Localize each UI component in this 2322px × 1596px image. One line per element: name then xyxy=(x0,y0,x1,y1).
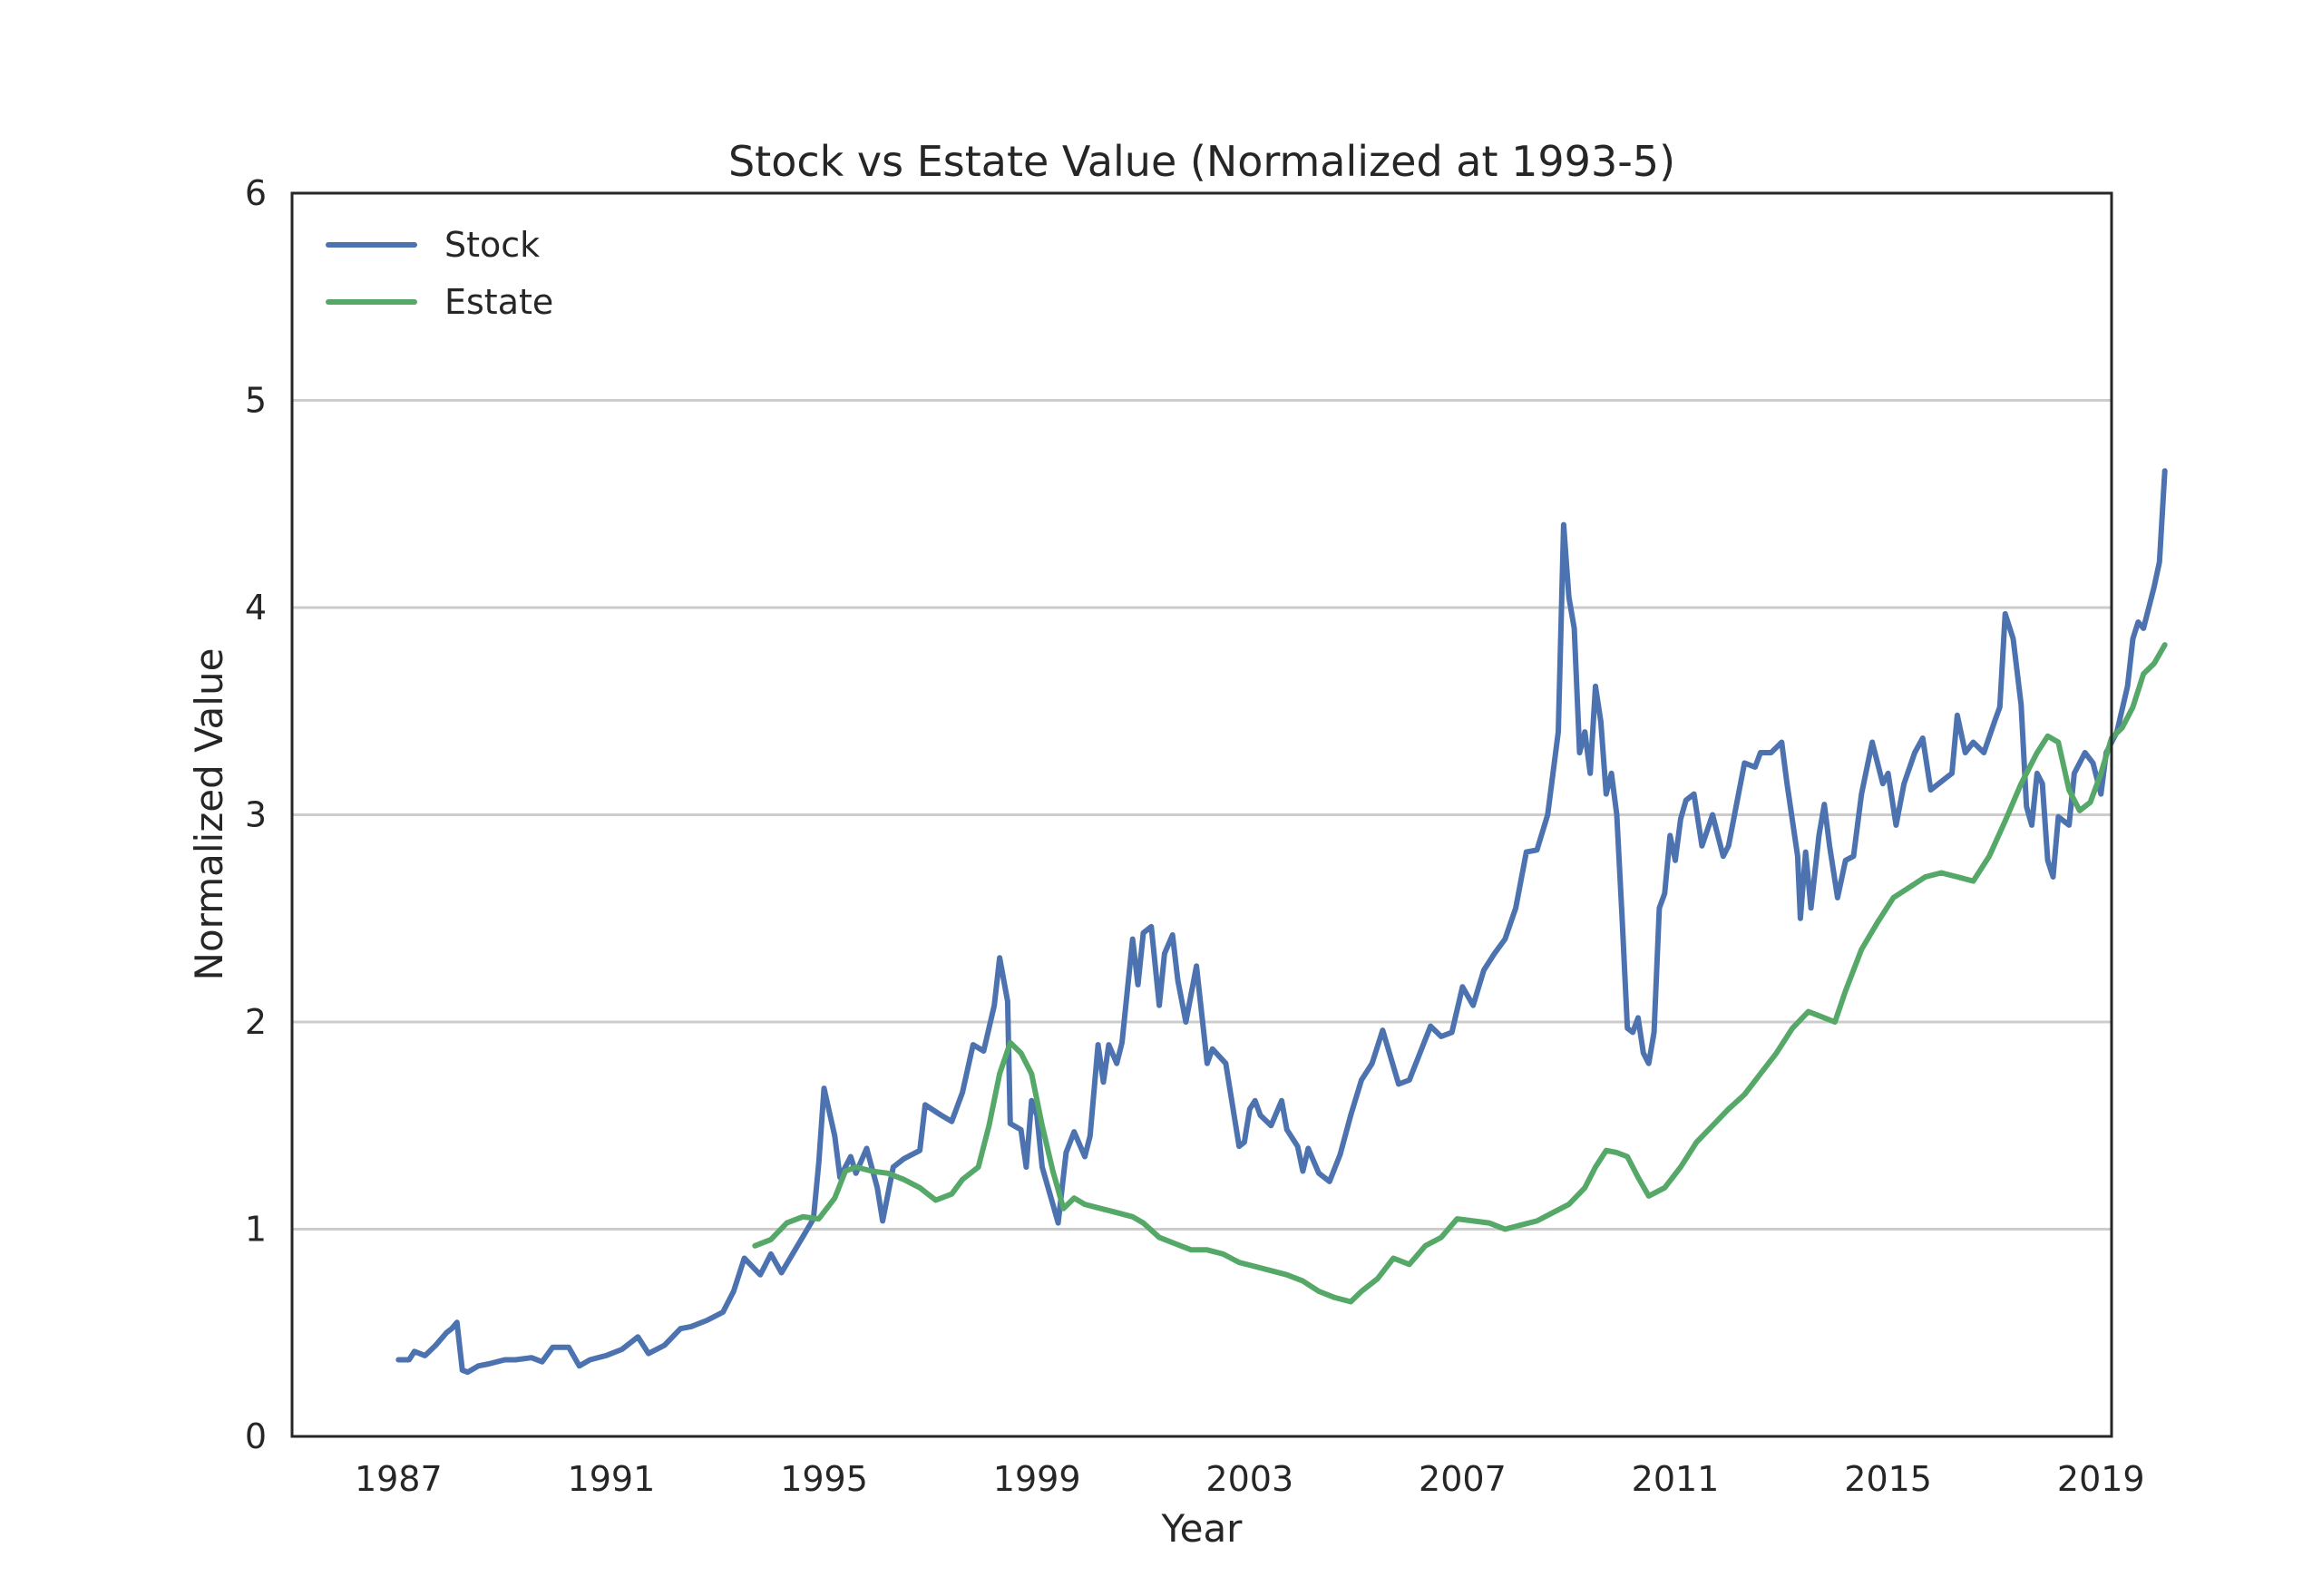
y-tick-label: 5 xyxy=(245,381,267,421)
legend: Stock Estate xyxy=(326,225,553,322)
x-tick-label: 2003 xyxy=(1205,1459,1293,1499)
x-tick-label: 2011 xyxy=(1632,1459,1720,1499)
y-tick-labels: 0 1 2 3 4 5 6 xyxy=(245,173,267,1456)
x-tick-label: 2015 xyxy=(1844,1459,1932,1499)
y-axis-label: Normalized Value xyxy=(187,648,231,981)
x-tick-labels: 1987 1991 1995 1999 2003 2007 2011 2015 2019 xyxy=(355,1459,2145,1499)
legend-label-estate: Estate xyxy=(444,282,553,322)
x-tick-label: 1991 xyxy=(568,1459,656,1499)
x-axis-label: Year xyxy=(1161,1506,1244,1551)
series-line-estate xyxy=(752,642,2168,1305)
series-line-stock xyxy=(395,468,2168,1376)
plot-frame xyxy=(290,191,2113,1438)
chart-title: Stock vs Estate Value (Normalized at 199… xyxy=(728,137,1675,186)
y-tick-label: 2 xyxy=(245,1002,267,1042)
y-tick-label: 1 xyxy=(245,1210,267,1250)
x-tick-label: 2007 xyxy=(1419,1459,1507,1499)
y-tick-label: 3 xyxy=(245,795,267,835)
legend-label-stock: Stock xyxy=(444,225,540,265)
y-tick-label: 6 xyxy=(245,173,267,213)
x-tick-label: 2019 xyxy=(2057,1459,2145,1499)
x-tick-label: 1987 xyxy=(355,1459,443,1499)
series-layer xyxy=(395,468,2168,1376)
x-tick-label: 1995 xyxy=(780,1459,868,1499)
y-tick-label: 0 xyxy=(245,1416,267,1456)
x-tick-label: 1999 xyxy=(993,1459,1081,1499)
y-tick-label: 4 xyxy=(245,588,267,628)
